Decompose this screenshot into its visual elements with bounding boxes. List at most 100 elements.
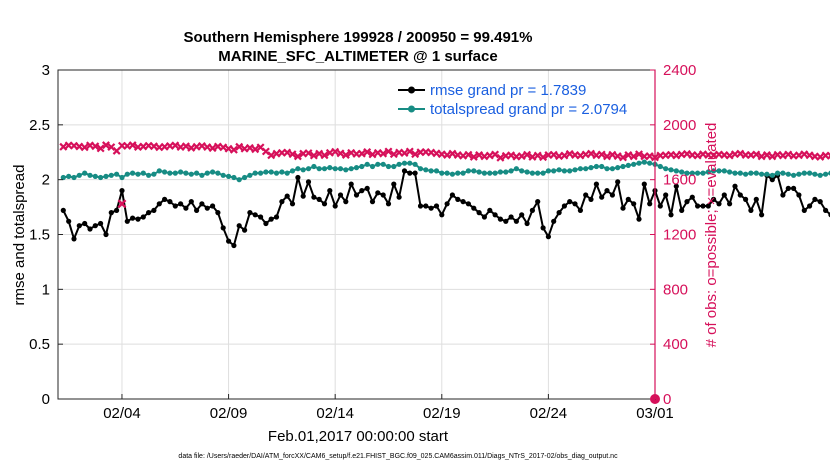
rmse-point — [663, 192, 669, 198]
spread-point — [369, 163, 376, 170]
obs-point — [736, 149, 745, 158]
spread-point — [769, 172, 775, 178]
spread-point — [114, 171, 120, 177]
rmse-point — [449, 192, 455, 198]
spread-point — [588, 165, 594, 171]
obs-point — [235, 142, 244, 151]
spread-point — [684, 170, 690, 176]
rmse-point — [353, 192, 360, 198]
obs-point — [309, 151, 318, 160]
rmse-point — [396, 194, 402, 200]
rmse-point — [796, 192, 802, 198]
obs-point — [267, 151, 276, 160]
spread-point — [130, 170, 136, 176]
rmse-point — [444, 201, 450, 207]
spread-point — [593, 163, 600, 170]
spread-point — [535, 170, 541, 176]
rmse-point — [284, 193, 290, 199]
spread-point — [433, 168, 440, 174]
spread-point — [268, 169, 274, 175]
y-right-tick-label: 0 — [663, 391, 671, 408]
obs-point — [149, 142, 158, 151]
rmse-point — [332, 203, 338, 209]
rmse-point — [705, 203, 711, 209]
spread-point — [135, 171, 141, 177]
obs-point — [315, 149, 324, 158]
y-right-tick-label: 2000 — [663, 117, 696, 134]
spread-point — [796, 171, 802, 177]
rmse-point — [620, 205, 626, 211]
spread-point — [577, 166, 584, 172]
spread-point — [343, 167, 349, 173]
spread-point — [716, 168, 722, 174]
rmse-point — [593, 181, 600, 187]
spread-point — [455, 170, 461, 176]
x-axis-label: Feb.01,2017 00:00:00 start — [268, 428, 449, 445]
spread-point — [188, 171, 194, 177]
rmse-point — [769, 177, 775, 183]
rmse-point — [108, 210, 114, 216]
y-left-tick-label: 1.5 — [29, 227, 50, 244]
spread-point — [737, 170, 743, 176]
rmse-point — [647, 201, 653, 207]
y-right-tick-label: 800 — [663, 281, 688, 298]
spread-point — [215, 170, 221, 176]
rmse-point — [636, 216, 642, 222]
obs-point — [752, 150, 761, 159]
obs-point — [384, 147, 393, 156]
rmse-point — [337, 192, 344, 198]
rmse-point — [417, 203, 424, 209]
obs-point — [816, 152, 825, 161]
spread-point — [407, 160, 413, 166]
spread-point — [759, 171, 765, 177]
spread-point — [679, 169, 685, 175]
y-right-tick-label: 1600 — [663, 172, 696, 189]
rmse-point — [247, 210, 253, 216]
rmse-point — [87, 226, 93, 232]
spread-point — [529, 170, 536, 176]
y-right-tick-label: 2400 — [663, 62, 696, 79]
rmse-point — [785, 185, 791, 191]
obs-point — [624, 151, 633, 159]
spread-point — [258, 170, 264, 176]
rmse-point — [273, 214, 280, 220]
spread-point — [444, 170, 450, 176]
obs-point — [491, 150, 500, 159]
obs-point — [379, 149, 388, 158]
obs-point — [683, 149, 691, 158]
spread-point — [487, 170, 493, 176]
spread-point — [364, 161, 370, 167]
rmse-point — [492, 212, 498, 218]
rmse-point — [689, 194, 695, 200]
spread-point — [242, 174, 248, 181]
spread-point — [599, 163, 605, 170]
rmse-point — [183, 205, 189, 211]
rmse-point — [561, 203, 568, 209]
rmse-point — [66, 218, 72, 224]
rmse-point — [471, 205, 477, 211]
obs-point — [59, 142, 68, 151]
rmse-point — [503, 218, 509, 224]
obs-point — [768, 152, 777, 161]
rmse-point — [519, 212, 525, 218]
rmse-point — [103, 231, 109, 238]
spread-point — [60, 174, 66, 181]
spread-point — [695, 170, 701, 176]
spread-point — [476, 169, 482, 175]
spread-point — [449, 171, 455, 177]
obs-point — [219, 143, 228, 152]
obs-point — [528, 152, 537, 161]
rmse-point — [551, 218, 557, 224]
obs-point — [613, 152, 622, 161]
spread-point — [791, 172, 797, 178]
rmse-point — [316, 196, 322, 202]
obs-point — [549, 150, 558, 159]
rmse-point — [401, 168, 408, 174]
rmse-point — [497, 216, 503, 222]
x-tick-label: 02/14 — [316, 405, 354, 422]
rmse-point — [385, 201, 392, 207]
obs-point — [597, 150, 606, 159]
plot-area: 02/04 02/09 02/14 02/19 02/24 03/0100.511.522… — [29, 62, 830, 422]
rmse-point — [641, 181, 647, 187]
spread-point — [178, 169, 184, 175]
